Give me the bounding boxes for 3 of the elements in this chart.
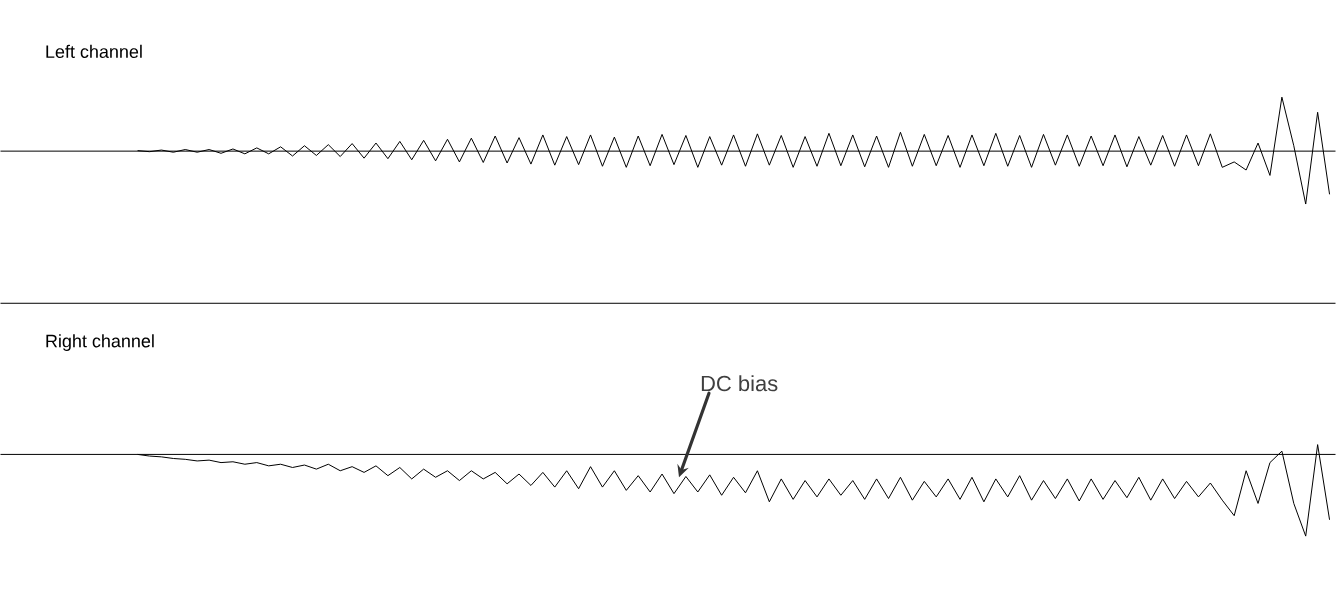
- text: DC bias: [701, 375, 778, 392]
- chart-title: Right channel: [46, 334, 154, 352]
- chart-title: Left channel: [46, 45, 142, 59]
